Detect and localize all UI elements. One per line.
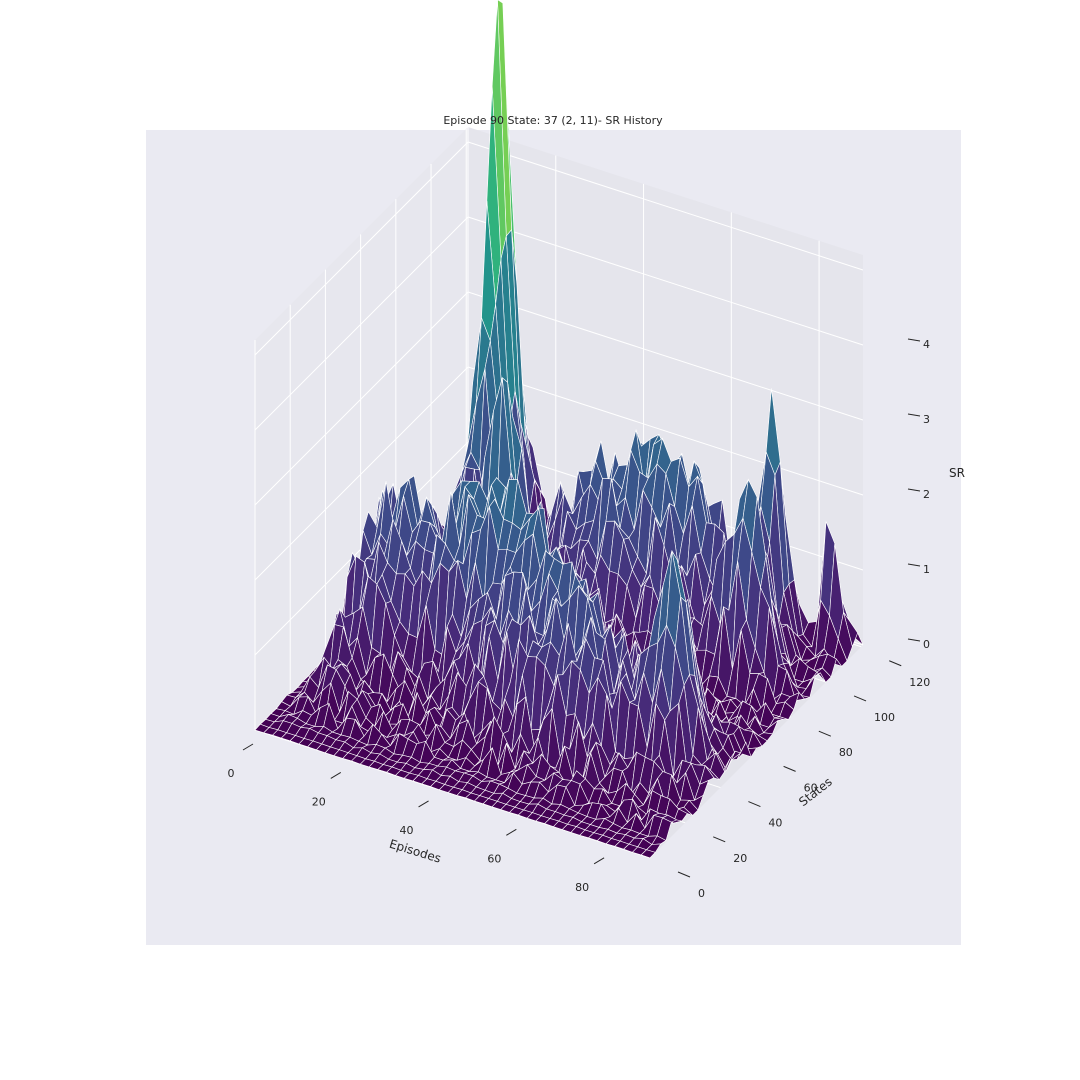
- x-tick: [506, 828, 517, 836]
- x-tick: [418, 800, 429, 808]
- x-tick-label: 80: [575, 881, 589, 894]
- z-grid-line: [254, 216, 864, 431]
- x-tick: [593, 857, 605, 865]
- y-tick-label: 80: [839, 746, 853, 759]
- y-tick: [853, 695, 867, 702]
- y-tick-label: 0: [698, 887, 705, 900]
- chart-title: Episode 90 State: 37 (2, 11)- SR History: [443, 114, 663, 127]
- z-tick: [907, 338, 921, 342]
- x-tick-label: 40: [400, 824, 414, 837]
- y-tick: [748, 801, 761, 808]
- y-tick: [677, 871, 691, 878]
- x-tick-label: 20: [312, 795, 326, 808]
- z-grid-line: [254, 291, 864, 506]
- z-grid-line: [254, 141, 864, 356]
- y-tick-label: 40: [768, 817, 782, 830]
- z-tick-label: 0: [923, 638, 930, 651]
- tick-marks: [242, 338, 921, 878]
- x-tick-label: 0: [228, 767, 235, 780]
- y-tick-label: 120: [909, 676, 930, 689]
- z-tick-label: 2: [923, 488, 930, 501]
- y-tick-label: 100: [874, 711, 895, 724]
- z-tick: [907, 488, 921, 492]
- x-tick-label: 60: [487, 852, 501, 865]
- tick-labels: 0 20 40 60 80 0 20 40 60 80 100 120 0 1 2 3 4: [228, 338, 931, 900]
- y-tick-label: 60: [804, 781, 818, 794]
- y-tick: [713, 836, 726, 843]
- z-grid-line: [254, 366, 864, 581]
- y-tick: [889, 660, 902, 667]
- z-axis-label: SR: [949, 466, 965, 480]
- surface-cell: [640, 849, 656, 859]
- z-tick-label: 1: [923, 563, 930, 576]
- z-tick-label: 4: [923, 338, 930, 351]
- z-tick: [907, 563, 921, 567]
- y-tick: [783, 765, 796, 772]
- side-pane: [255, 127, 468, 730]
- x-tick: [330, 772, 342, 779]
- surface: [254, 0, 864, 859]
- z-tick-label: 3: [923, 413, 930, 426]
- y-tick: [818, 730, 832, 737]
- y-tick-label: 20: [733, 852, 747, 865]
- x-tick: [242, 743, 254, 751]
- z-tick: [907, 413, 921, 417]
- z-tick: [907, 638, 921, 642]
